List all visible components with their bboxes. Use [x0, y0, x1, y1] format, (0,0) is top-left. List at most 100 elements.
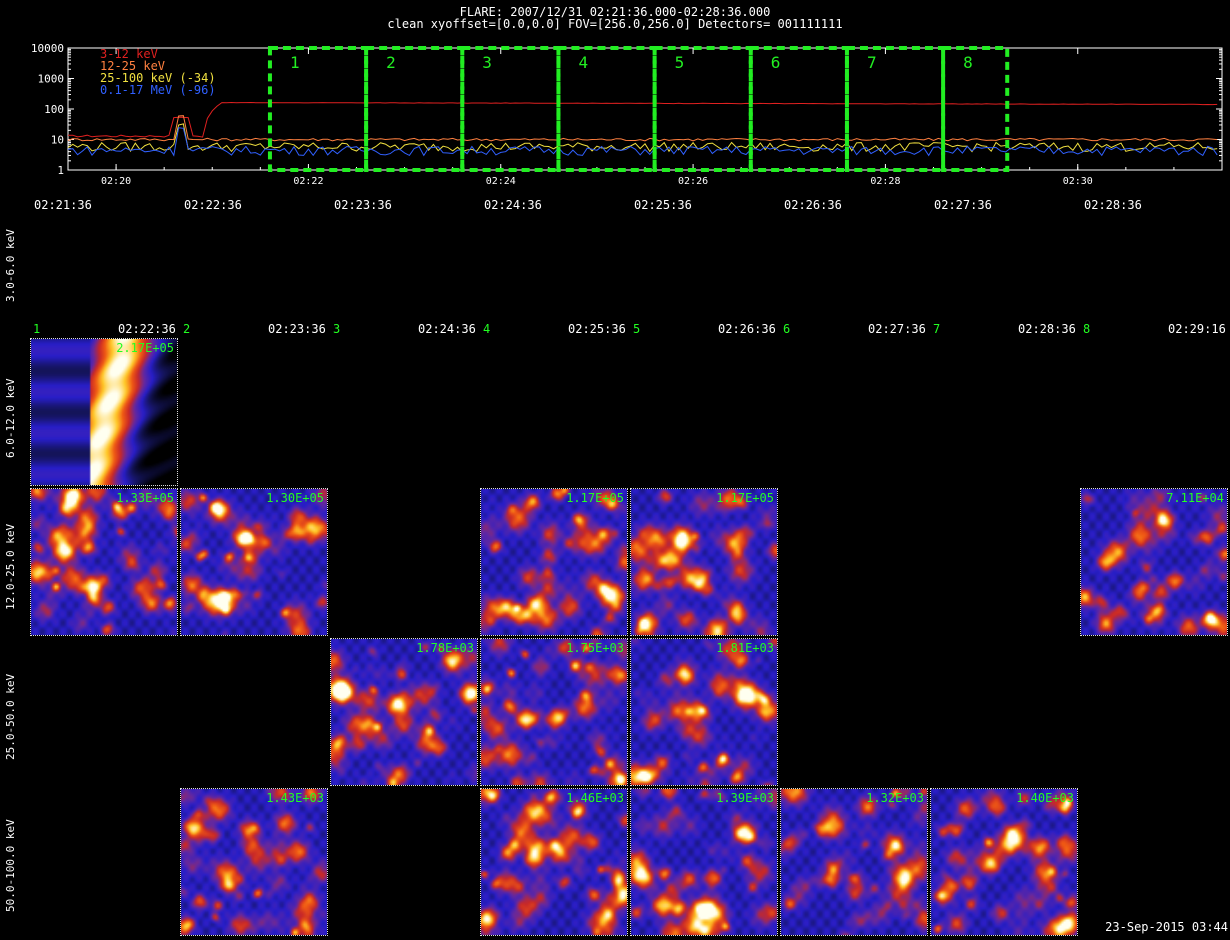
peak-value-label: 1.43E+03	[266, 791, 324, 805]
time-label-top: 02:24:36	[484, 198, 542, 212]
interval-label-8: 8	[963, 53, 973, 72]
energy-label-row-3: 25.0-50.0 keV	[4, 673, 17, 760]
peak-value-label: 1.33E+05	[116, 491, 174, 505]
image-tile: 1.39E+03	[630, 788, 778, 936]
image-map	[481, 639, 627, 785]
interval-box-3	[460, 46, 561, 172]
image-map	[1081, 489, 1227, 635]
image-map	[481, 489, 627, 635]
segment-number: 8	[1083, 322, 1091, 336]
lightcurve-series-3	[67, 127, 1218, 157]
y-tick-label: 100	[44, 103, 64, 116]
lightcurve-series-1	[67, 115, 1218, 142]
time-label-top: 02:21:36	[34, 198, 92, 212]
lightcurve-series-0	[67, 101, 1218, 138]
segment-number: 3	[333, 322, 341, 336]
time-label-top: 02:22:36	[184, 198, 242, 212]
segment-number: 5	[633, 322, 641, 336]
peak-value-label: 1.17E+05	[716, 491, 774, 505]
energy-label-row-4: 50.0-100.0 keV	[4, 819, 17, 912]
energy-label-row-1: 6.0-12.0 keV	[4, 378, 17, 458]
energy-label-row-0: 3.0-6.0 keV	[4, 229, 17, 302]
segment-number: 7	[933, 322, 941, 336]
interval-label-6: 6	[771, 53, 781, 72]
segment-end-time: 02:27:36	[868, 322, 926, 336]
image-map	[181, 489, 327, 635]
segment-number: 1	[33, 322, 41, 336]
peak-value-label: 2.17E+05	[116, 341, 174, 355]
segment-end-time: 02:25:36	[568, 322, 626, 336]
y-tick-label: 1000	[38, 73, 65, 86]
image-tile: 1.30E+05	[180, 488, 328, 636]
interval-box-5	[652, 46, 753, 172]
image-map	[631, 489, 777, 635]
image-tile: 1.33E+05	[30, 488, 178, 636]
image-tile: 1.81E+03	[630, 638, 778, 786]
interval-label-7: 7	[867, 53, 877, 72]
timestamp-footer: 23-Sep-2015 03:44	[1105, 920, 1228, 934]
peak-value-label: 1.81E+03	[716, 641, 774, 655]
x-tick-label: 02:28	[870, 176, 900, 187]
x-tick-label: 02:30	[1063, 176, 1093, 187]
image-map	[931, 789, 1077, 935]
image-map	[631, 789, 777, 935]
image-tile: 1.40E+03	[930, 788, 1078, 936]
peak-value-label: 1.75E+03	[566, 641, 624, 655]
y-tick-label: 10000	[31, 42, 64, 55]
time-label-top: 02:26:36	[784, 198, 842, 212]
peak-value-label: 1.39E+03	[716, 791, 774, 805]
x-tick-label: 02:24	[486, 176, 516, 187]
legend-entry: 25-100 keV (-34)	[100, 71, 216, 85]
segment-number: 2	[183, 322, 191, 336]
legend-entry: 12-25 keV	[100, 59, 165, 73]
image-map	[481, 789, 627, 935]
energy-label-row-2: 12.0-25.0 keV	[4, 523, 17, 610]
time-label-top: 02:28:36	[1084, 198, 1142, 212]
segment-end-time: 02:22:36	[118, 322, 176, 336]
segment-end-time: 02:28:36	[1018, 322, 1076, 336]
peak-value-label: 1.78E+03	[416, 641, 474, 655]
lightcurve-series-2	[67, 123, 1218, 153]
image-map	[781, 789, 927, 935]
time-label-top: 02:27:36	[934, 198, 992, 212]
lightcurve-plot: 10000 1000 100 10 1 02:20 02:22 02:24 02:26 02:28…	[31, 42, 1223, 187]
y-tick-label: 1	[57, 164, 64, 177]
peak-value-label: 1.40E+03	[1016, 791, 1074, 805]
image-tile: 1.17E+05	[480, 488, 628, 636]
interval-label-2: 2	[386, 53, 396, 72]
x-tick-label: 02:26	[678, 176, 708, 187]
time-label-top: 02:23:36	[334, 198, 392, 212]
interval-box-1	[267, 46, 369, 172]
segment-end-time: 02:26:36	[718, 322, 776, 336]
peak-value-label: 1.46E+03	[566, 791, 624, 805]
peak-value-label: 7.11E+04	[1166, 491, 1224, 505]
legend-entry: 3-12 keV	[100, 47, 158, 61]
plot-parameters: clean xyoffset=[0.0,0.0] FOV=[256.0,256.…	[387, 17, 843, 31]
x-tick-label: 02:20	[101, 176, 131, 187]
image-map	[31, 489, 177, 635]
segment-end-time: 02:24:36	[418, 322, 476, 336]
legend-entry: 0.1-17 MeV (-96)	[100, 83, 216, 97]
image-tile: 1.43E+03	[180, 788, 328, 936]
image-tile: 1.78E+03	[330, 638, 478, 786]
interval-label-4: 4	[578, 53, 588, 72]
peak-value-label: 1.17E+05	[566, 491, 624, 505]
interval-label-1: 1	[290, 53, 300, 72]
segment-number: 4	[483, 322, 491, 336]
image-tile: 1.32E+03	[780, 788, 928, 936]
interval-label-5: 5	[675, 53, 685, 72]
plot-title: FLARE: 2007/12/31 02:21:36.000-02:28:36.…	[459, 5, 771, 19]
peak-value-label: 1.30E+05	[266, 491, 324, 505]
image-map	[331, 639, 477, 785]
image-map	[181, 789, 327, 935]
interval-box-4	[556, 46, 657, 172]
x-tick-label: 02:22	[293, 176, 323, 187]
peak-value-label: 1.32E+03	[866, 791, 924, 805]
interval-box-6	[748, 46, 849, 172]
time-label-top: 02:25:36	[634, 198, 692, 212]
interval-box-7	[844, 46, 946, 172]
image-tile: 1.46E+03	[480, 788, 628, 936]
interval-label-3: 3	[482, 53, 492, 72]
y-tick-label: 10	[51, 134, 64, 147]
image-tile: 1.75E+03	[480, 638, 628, 786]
